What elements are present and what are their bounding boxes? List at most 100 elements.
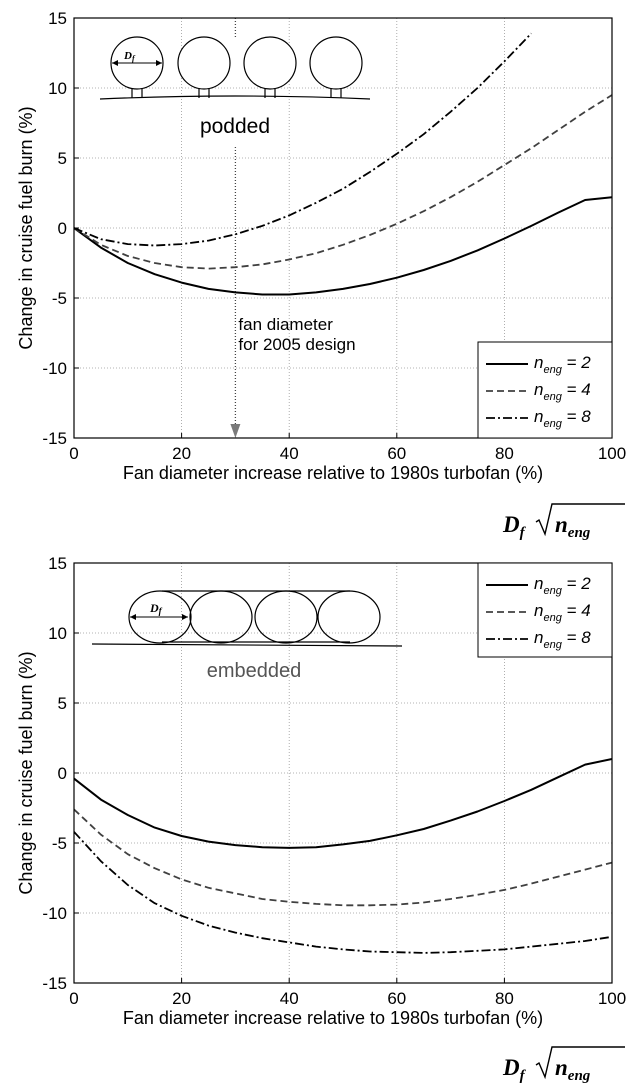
wing-line xyxy=(91,643,403,647)
y-axis-label: Change in cruise fuel burn (%) xyxy=(16,651,36,894)
diameter-symbol: D xyxy=(149,601,159,615)
y-tick-label: 5 xyxy=(58,694,67,713)
engine-circle xyxy=(309,36,363,90)
y-tick-label: 10 xyxy=(48,79,67,98)
legend-value: = 8 xyxy=(562,628,591,647)
panel-label: embedded xyxy=(207,660,302,682)
formula-D: D xyxy=(502,512,520,537)
series-group xyxy=(74,758,612,954)
y-tick-label: -10 xyxy=(42,359,67,378)
series-line-neng-2 xyxy=(74,196,612,296)
formula-bottom: Df neng xyxy=(502,1046,625,1083)
wing-line xyxy=(99,95,371,100)
chart-podded: 0 20 40 60 80 100 15 10 5 0 -5 -10 -15 Fan diameter i… xyxy=(16,9,626,483)
embedded-schematic: Df embedded xyxy=(91,590,403,682)
formula-text: Df xyxy=(502,1055,527,1083)
legend-sub: eng xyxy=(543,639,562,651)
panel-label: podded xyxy=(200,115,270,138)
formula-text: Df xyxy=(502,512,527,541)
y-tick-label: -10 xyxy=(42,904,67,923)
y-tick-label: -5 xyxy=(52,834,67,853)
y-tick-label: -15 xyxy=(42,429,67,448)
x-tick-label: 80 xyxy=(495,989,514,1008)
podded-engine xyxy=(309,36,363,98)
y-axis-label: Change in cruise fuel burn (%) xyxy=(16,106,36,349)
formula-eng: eng xyxy=(568,525,591,541)
podded-engine xyxy=(177,36,231,98)
diameter-symbol: D xyxy=(123,50,132,62)
x-tick-label: 80 xyxy=(495,444,514,463)
x-tick-label: 0 xyxy=(69,444,78,463)
formula-f: f xyxy=(520,525,527,541)
legend-entry: neng = 8 xyxy=(534,628,591,651)
series-line-neng-8 xyxy=(74,831,612,954)
legend-sub: eng xyxy=(543,391,562,403)
diameter-label: Df xyxy=(123,50,136,63)
legend-sub: eng xyxy=(543,364,562,376)
arrow-heads xyxy=(112,60,162,66)
arrow-heads xyxy=(130,614,188,620)
engine-circle xyxy=(243,36,297,90)
x-tick-label: 100 xyxy=(598,989,626,1008)
embedded-engine xyxy=(254,590,318,644)
x-axis-label: Fan diameter increase relative to 1980s … xyxy=(123,463,543,483)
legend-box xyxy=(477,341,613,439)
embedded-engine xyxy=(128,590,192,644)
x-tick-label: 40 xyxy=(280,989,299,1008)
legend-box xyxy=(477,562,613,658)
diameter-subscript: f xyxy=(159,606,163,616)
legend-value: = 8 xyxy=(562,407,591,426)
legend-value: = 4 xyxy=(562,380,591,399)
y-tick-label: 5 xyxy=(58,149,67,168)
formula-top: Df neng xyxy=(502,503,625,541)
sqrt-sign xyxy=(535,1046,625,1080)
diameter-subscript: f xyxy=(132,54,136,63)
series-line-neng-4 xyxy=(74,808,612,907)
podded-schematic: Df podded xyxy=(99,36,371,138)
series-line-neng-4 xyxy=(74,94,612,270)
engine-circle xyxy=(177,36,231,90)
legend-n: n xyxy=(534,380,543,399)
series-line-neng-8 xyxy=(74,32,532,247)
formula-n: n xyxy=(555,1055,568,1080)
legend-entry: neng = 2 xyxy=(534,574,591,597)
y-tick-label: 0 xyxy=(58,764,67,783)
legend-entry: neng = 4 xyxy=(534,380,591,403)
podded-engine xyxy=(110,36,164,98)
formula-n: n xyxy=(555,512,568,537)
series-line-neng-2 xyxy=(74,758,612,849)
formula-D: D xyxy=(502,1055,520,1080)
embedded-engine xyxy=(189,590,253,644)
legend-sub: eng xyxy=(543,585,562,597)
annotation-line1: fan diameter xyxy=(238,315,333,334)
legend-sub: eng xyxy=(543,418,562,430)
formula-f: f xyxy=(520,1068,527,1083)
y-tick-label: 10 xyxy=(48,624,67,643)
formula-radicand: neng xyxy=(555,512,591,541)
legend-value: = 2 xyxy=(562,353,591,372)
chart-embedded: 0 20 40 60 80 100 15 10 5 0 -5 -10 -15 Fan diameter i… xyxy=(16,554,626,1028)
formula-radicand: neng xyxy=(555,1055,591,1083)
legend-n: n xyxy=(534,353,543,372)
legend-n: n xyxy=(534,601,543,620)
y-tick-label: -15 xyxy=(42,974,67,993)
embedded-engine xyxy=(317,590,381,644)
design-arrow-head xyxy=(230,424,241,438)
y-tick-label: 15 xyxy=(48,9,67,28)
x-tick-label: 20 xyxy=(172,444,191,463)
annotation-line2: for 2005 design xyxy=(238,335,355,354)
y-tick-label: 0 xyxy=(58,219,67,238)
legend-entry: neng = 4 xyxy=(534,601,591,624)
legend-n: n xyxy=(534,628,543,647)
formula-eng: eng xyxy=(568,1068,591,1083)
x-axis-label: Fan diameter increase relative to 1980s … xyxy=(123,1008,543,1028)
sqrt-sign xyxy=(535,503,625,537)
x-tick-label: 20 xyxy=(172,989,191,1008)
legend-sub: eng xyxy=(543,612,562,624)
diameter-label: Df xyxy=(149,601,163,616)
podded-engine xyxy=(243,36,297,98)
x-tick-label: 60 xyxy=(387,989,406,1008)
